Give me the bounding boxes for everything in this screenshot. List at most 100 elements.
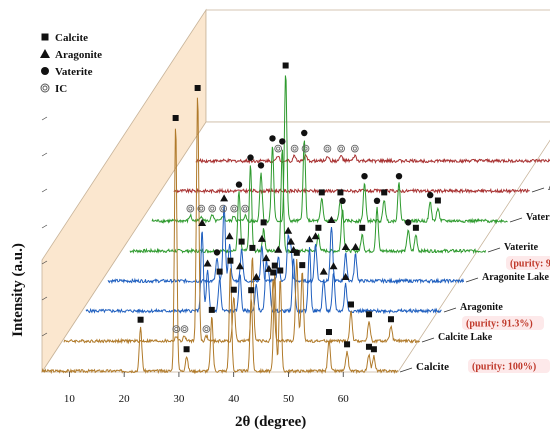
peak-marker-tri (262, 254, 271, 262)
x-tick-label: 30 (173, 393, 185, 405)
peak-marker-sq (172, 115, 179, 121)
peak-marker-sq (434, 197, 441, 204)
peak-marker-sq (387, 316, 394, 323)
peak-marker-tri (252, 273, 261, 280)
series-leader-line (399, 367, 413, 373)
peak-marker-tri (311, 232, 320, 240)
peak-marker-sq (344, 341, 351, 348)
peak-marker-tri (327, 216, 336, 223)
peak-marker-sq (230, 286, 237, 293)
series-labels: ACC LakeACCVaterite LakeVaterite(purity:… (399, 182, 550, 373)
series-label: Aragonite (460, 302, 503, 313)
peak-marker-sq (249, 244, 256, 251)
purity-label: (purity: 91.3%) (466, 319, 533, 330)
series-leader-line (487, 247, 501, 253)
peak-marker-ic (241, 204, 249, 213)
series-label: Vaterite Lake (526, 212, 550, 223)
peak-marker-dot (339, 197, 346, 204)
peak-marker-ic (337, 144, 345, 153)
series-label: ACC (548, 182, 550, 193)
series-line-vaterite (129, 149, 487, 255)
peak-marker-tri (319, 267, 328, 275)
peak-marker-tri (203, 259, 212, 267)
peak-marker-dot (361, 173, 368, 180)
legend-marker-circle (41, 67, 49, 75)
legend-label: Aragonite (55, 49, 102, 61)
peak-marker-ic (350, 144, 359, 153)
legend-marker-triangle (40, 49, 50, 58)
wall-tick (41, 188, 48, 193)
peak-marker-tri (284, 226, 293, 234)
peak-marker-ic (186, 204, 195, 213)
x-tick-label: 10 (64, 393, 76, 405)
x-tick-label: 20 (119, 393, 131, 405)
peak-marker-sq (293, 249, 300, 256)
x-axis-title: 2θ (degree) (235, 414, 306, 430)
wall-tick (41, 152, 48, 157)
wall-tick (41, 260, 48, 265)
peak-marker-sq (337, 189, 344, 196)
peak-marker-sq (315, 224, 322, 231)
wall-tick (41, 116, 48, 121)
peak-marker-sq (260, 219, 267, 226)
x-tick-label: 40 (228, 393, 240, 405)
peak-marker-sq (194, 85, 201, 91)
back-wall (205, 9, 550, 123)
peak-marker-dot (269, 135, 276, 142)
peak-marker-tri (341, 243, 350, 250)
peak-marker-sq (412, 224, 419, 231)
x-tick-label: 50 (283, 393, 295, 405)
peak-marker-ic (208, 204, 217, 213)
peak-marker-tri (198, 219, 207, 226)
series-leader-line (531, 187, 545, 193)
purity-badge (462, 316, 544, 330)
peak-marker-sq (271, 262, 278, 269)
peak-marker-tri (220, 194, 229, 202)
purity-badge (506, 256, 550, 270)
series-label: Calcite (416, 361, 449, 373)
peak-marker-dot (373, 197, 381, 204)
purity-label: (purity: 100%) (472, 362, 536, 373)
y-axis-title: Intensity (a.u.) (10, 243, 26, 337)
peak-marker-tri (341, 273, 350, 280)
peak-marker-ic (274, 144, 283, 153)
series-label: Vaterite (504, 242, 539, 253)
series-line-calcite (41, 128, 399, 375)
peak-marker-sq (216, 268, 223, 275)
peak-marker-dot (247, 154, 254, 161)
peak-marker-tri (305, 235, 314, 243)
peak-marker-dot (405, 219, 412, 226)
peak-marker-dot (395, 173, 403, 180)
legend-label: IC (55, 83, 67, 95)
peak-marker-tri (225, 232, 234, 240)
series-leader-line (443, 307, 457, 313)
series-label: Calcite Lake (438, 332, 493, 343)
peak-marker-tri (329, 262, 338, 270)
peak-marker-tri (286, 237, 295, 245)
peak-marker-tri (351, 243, 360, 250)
peak-marker-sq (270, 269, 277, 276)
peak-marker-sq (238, 238, 245, 245)
peak-marker-sq (208, 306, 215, 313)
legend-marker-square (41, 33, 49, 41)
peak-marker-ic (172, 325, 181, 333)
peak-marker-sq (366, 311, 373, 318)
peak-marker-sq (282, 62, 289, 69)
peak-marker-sq (325, 329, 332, 336)
peak-marker-tri (235, 262, 244, 270)
peak-marker-ic (290, 144, 299, 153)
peak-marker-sq (381, 189, 388, 196)
peak-marker-ic (323, 144, 332, 153)
peak-marker-ic (301, 144, 310, 153)
series-leader-line (421, 337, 435, 343)
x-tick-label: 60 (338, 393, 350, 405)
wall-tick (41, 224, 48, 229)
purity-label: (purity: 92.3%) (510, 259, 550, 270)
series-line-aragonite-lake (107, 204, 465, 285)
peak-marker-ic (230, 204, 239, 213)
floor (41, 121, 550, 373)
peak-marker-sq (370, 346, 377, 353)
peak-marker-dot (427, 191, 434, 199)
purity-badge (468, 359, 550, 373)
